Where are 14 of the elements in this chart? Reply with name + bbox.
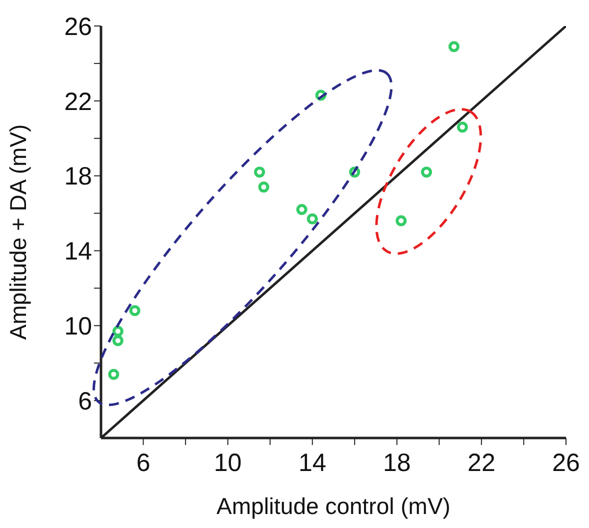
y-tick-label: 6 bbox=[78, 387, 92, 416]
y-tick-label: 10 bbox=[64, 312, 92, 341]
y-tick-label: 22 bbox=[64, 88, 92, 116]
x-tick-label: 22 bbox=[468, 448, 496, 477]
y-tick-label: 26 bbox=[64, 12, 92, 41]
x-tick-label: 6 bbox=[136, 448, 150, 477]
x-tick-label: 10 bbox=[214, 448, 242, 477]
x-tick-label: 14 bbox=[298, 448, 326, 477]
y-tick-label: 18 bbox=[64, 162, 92, 191]
x-axis-title: Amplitude control (mV) bbox=[216, 493, 450, 519]
y-tick-label: 14 bbox=[64, 238, 92, 266]
y-axis-title: Amplitude + DA (mV) bbox=[5, 124, 32, 340]
x-tick-label: 26 bbox=[552, 448, 580, 477]
x-tick-label: 18 bbox=[383, 448, 411, 477]
